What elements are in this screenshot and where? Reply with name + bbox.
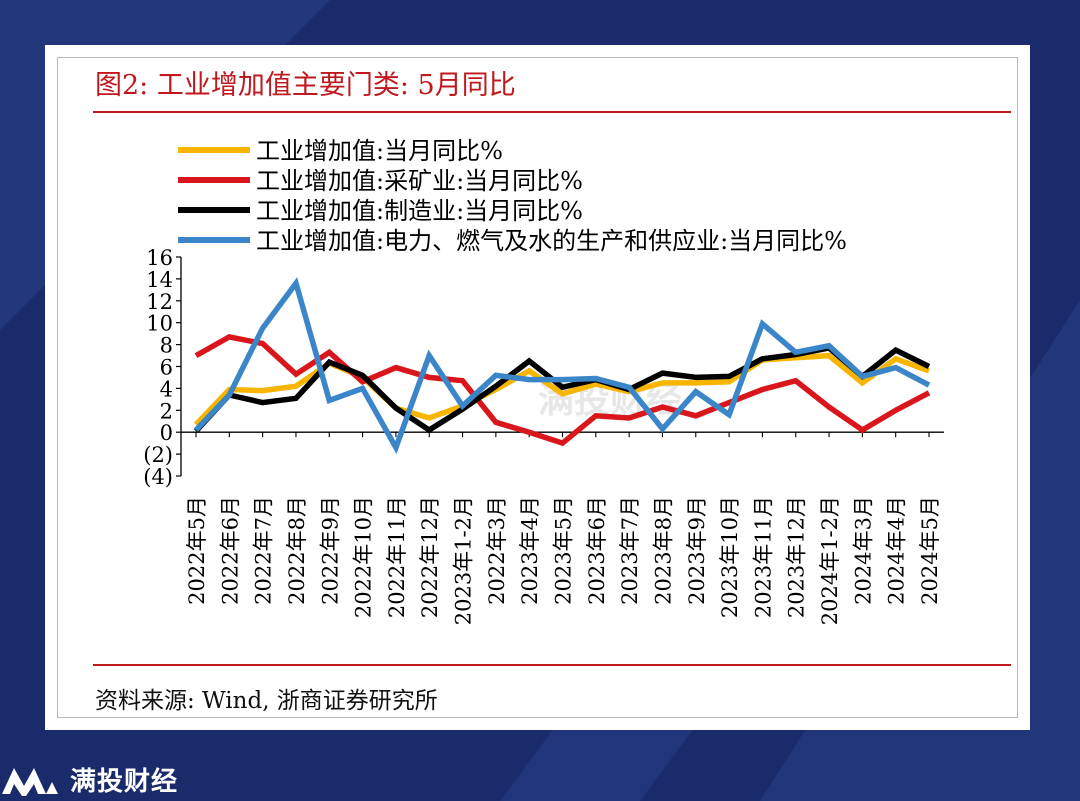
y-tick-label: 0	[160, 421, 173, 445]
brand-name: 满投财经	[70, 767, 179, 797]
title-rule	[93, 111, 1011, 113]
x-tick-label: 2022年11月	[385, 496, 409, 618]
x-tick-label: 2022年5月	[185, 496, 209, 605]
y-tick-label: 16	[146, 246, 173, 270]
x-tick-label: 2024年4月	[885, 496, 909, 605]
x-tick-label: 2022年7月	[252, 496, 276, 605]
y-tick-label: 2	[160, 399, 173, 423]
figure-card: 图2: 工业增加值主要门类: 5月同比 资料来源: Wind, 浙商证券研究所	[45, 45, 1030, 730]
y-tick-label: 6	[160, 356, 173, 380]
x-tick-label: 2023年10月	[718, 496, 742, 618]
x-tick-label: 2022年9月	[318, 496, 342, 605]
source-rule	[93, 664, 1011, 666]
x-tick-label: 2023年5月	[552, 496, 576, 605]
legend-label-1: 工业增加值:当月同比%	[256, 137, 503, 165]
brand-bar: 满投财经	[0, 758, 178, 801]
x-tick-label: 2023年4月	[518, 496, 542, 605]
brand-logo-icon	[2, 767, 58, 796]
y-tick-label: (2)	[143, 443, 173, 467]
series-line-4	[194, 277, 931, 455]
x-tick-label: 2024年3月	[851, 496, 875, 605]
figure-title: 图2: 工业增加值主要门类: 5月同比	[95, 70, 516, 101]
figure-frame	[57, 57, 1018, 718]
y-tick-label: 4	[160, 377, 173, 401]
x-tick-label: 2022年10月	[352, 496, 376, 618]
x-tick-label: 2024年5月	[918, 496, 942, 605]
x-tick-label: 2022年6月	[218, 496, 242, 605]
source-note: 资料来源: Wind, 浙商证券研究所	[95, 688, 438, 714]
x-tick-label: 2023年8月	[651, 496, 675, 605]
x-tick-label: 2023年1-2月	[452, 496, 476, 625]
x-tick-label: 2023年11月	[751, 496, 775, 618]
legend-label-2: 工业增加值:采矿业:当月同比%	[256, 167, 583, 195]
x-tick-label: 2023年7月	[618, 496, 642, 605]
x-tick-label: 2023年12月	[785, 496, 809, 618]
x-tick-label: 2022年8月	[285, 496, 309, 605]
y-tick-label: (4)	[143, 465, 173, 489]
x-tick-label: 2022年12月	[418, 496, 442, 618]
x-tick-label: 2022年3月	[485, 496, 509, 605]
y-tick-label: 8	[160, 334, 173, 358]
y-tick-label: 14	[146, 268, 173, 292]
y-tick-label: 10	[146, 312, 173, 336]
y-tick-label: 12	[146, 290, 173, 314]
legend-label-4: 工业增加值:电力、燃气及水的生产和供应业:当月同比%	[256, 227, 847, 255]
legend-label-3: 工业增加值:制造业:当月同比%	[256, 197, 583, 225]
x-tick-label: 2023年6月	[585, 496, 609, 605]
x-tick-label: 2023年9月	[685, 496, 709, 605]
x-tick-label: 2024年1-2月	[818, 496, 842, 625]
